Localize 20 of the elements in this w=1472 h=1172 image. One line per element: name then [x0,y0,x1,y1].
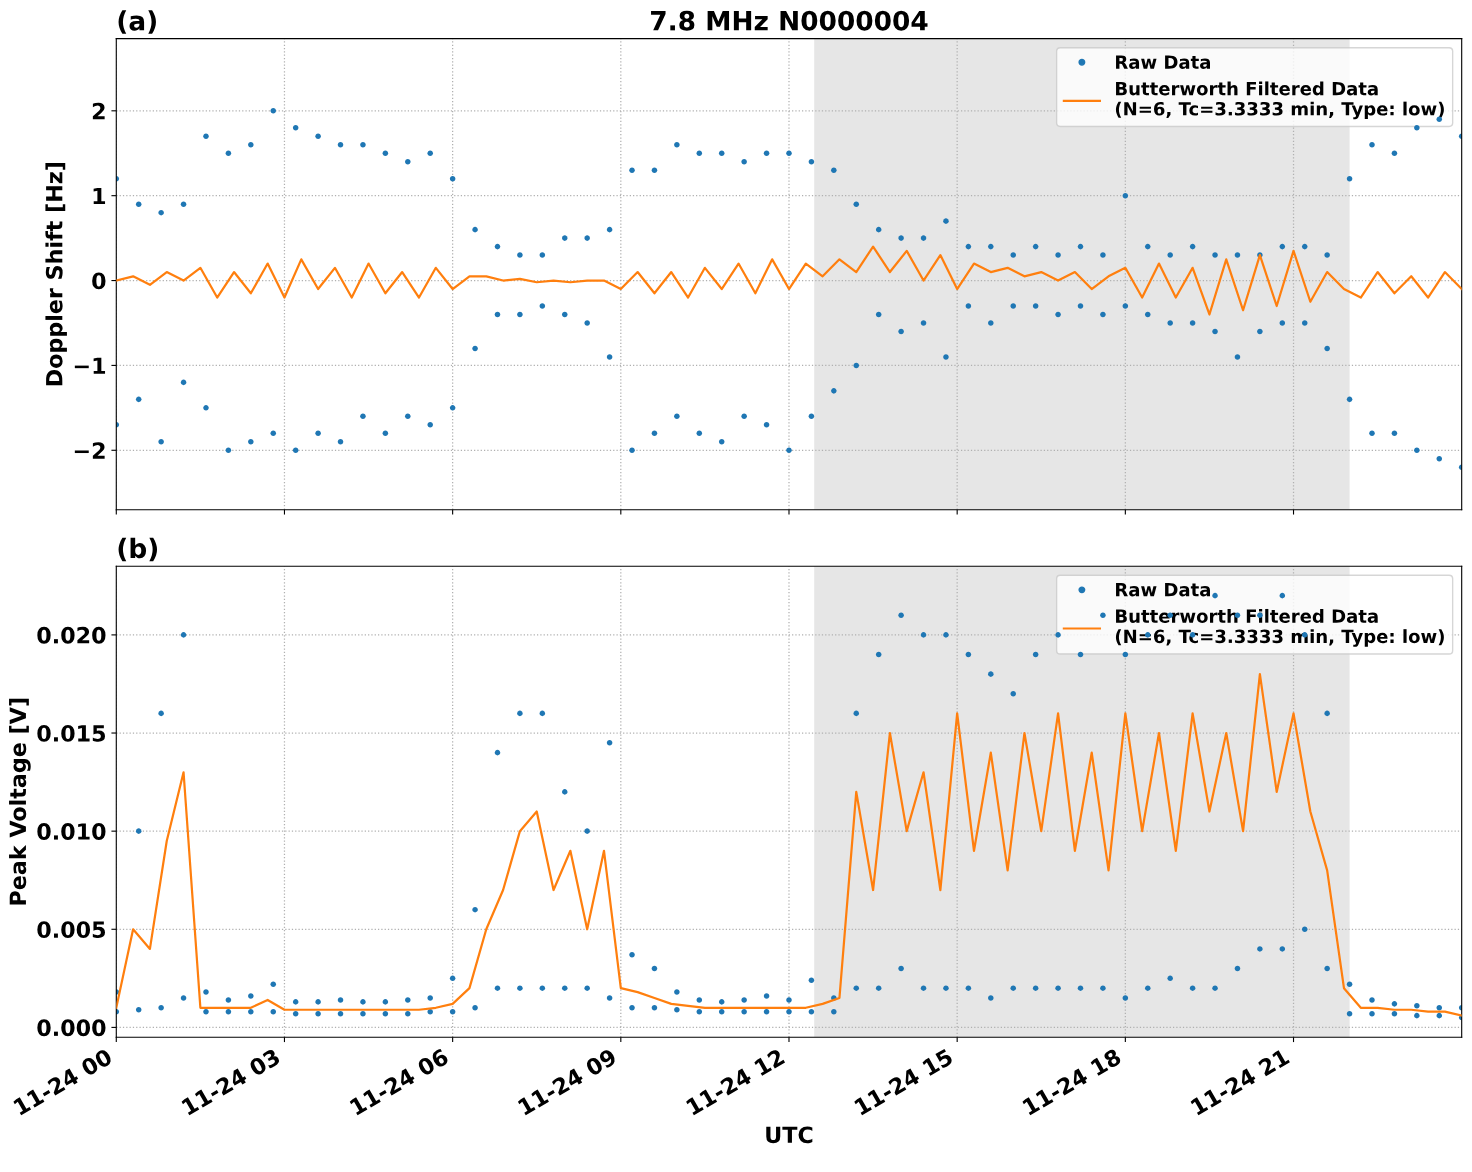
legend-label: Raw Data [1116,583,1210,597]
legend-label: Butterworth Filtered Data (N=6, Tc=3.3333 min, Type: low) [1115,81,1444,120]
y-axis-title: Peak Voltage [V] [9,698,31,905]
y-tick-label: 0.005 [37,921,106,939]
y-tick-label: −1 [74,357,106,374]
legend-label: Raw Data [1116,55,1210,69]
y-tick-label: 0.010 [37,823,106,840]
y-tick-label: 2 [92,102,105,120]
x-axis-title: UTC [766,1126,813,1144]
chart-title: 7.8 MHz N0000004 [651,10,928,31]
y-tick-label: −2 [74,442,105,459]
text: (a) [118,10,156,34]
y-tick-label: 0.015 [37,724,106,742]
y-tick-label: 1 [93,187,106,205]
y-tick-label: 0.020 [37,626,106,644]
line-series [116,245,1462,316]
y-tick-label: 0.000 [37,1019,106,1037]
y-axis-title: Doppler Shift [Hz] [45,162,67,386]
y-tick-label: 0 [92,272,106,290]
text: (b) [118,537,158,562]
